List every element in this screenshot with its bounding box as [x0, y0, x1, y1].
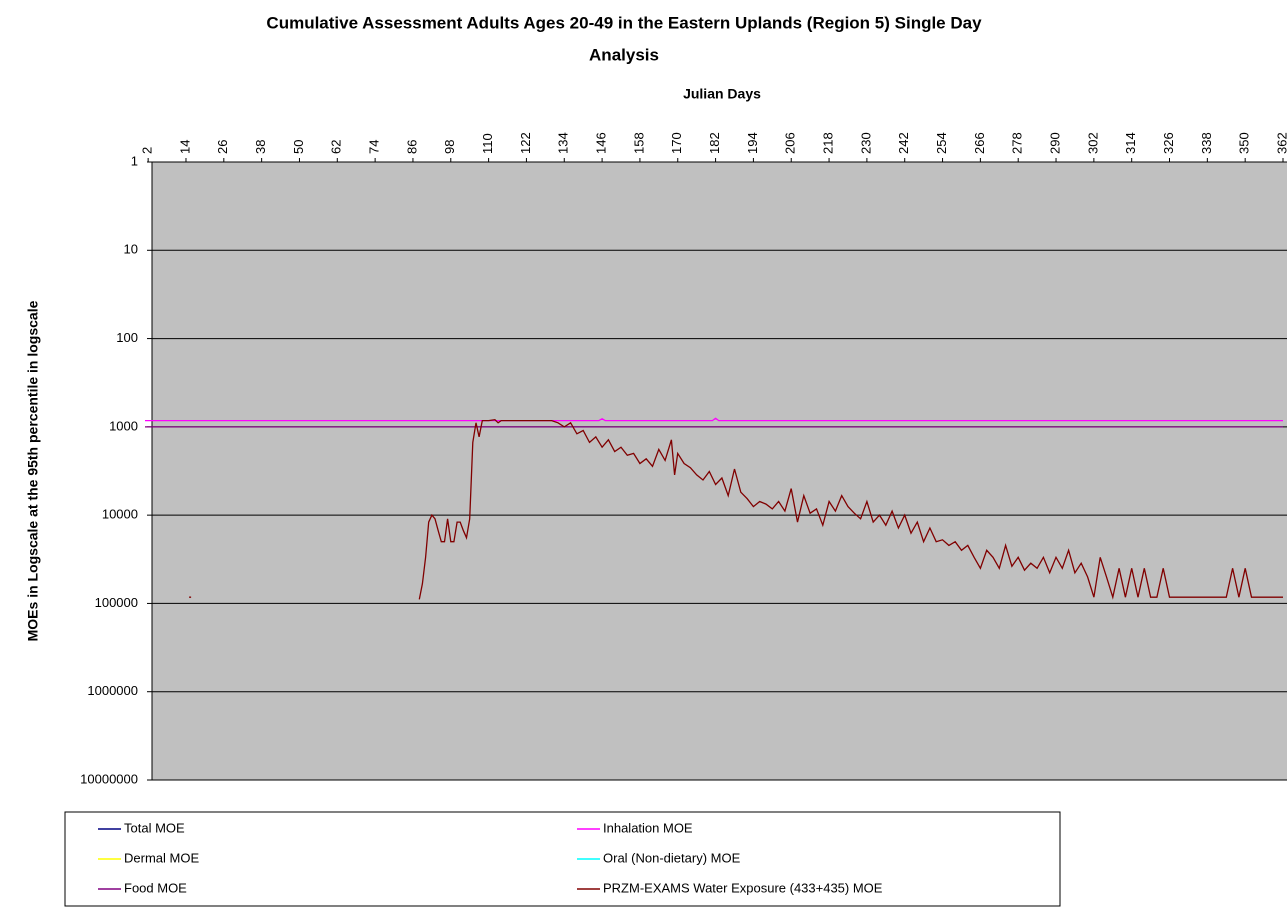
chart-title: Cumulative Assessment Adults Ages 20-49 … — [266, 13, 982, 32]
y-tick-label: 10000 — [102, 507, 138, 522]
y-tick-label: 10 — [124, 242, 138, 257]
x-tick-label: 98 — [442, 140, 457, 154]
x-tick-label: 290 — [1047, 132, 1062, 154]
y-tick-label: 1 — [131, 153, 138, 168]
series-line — [189, 419, 1283, 600]
y-tick-label: 100 — [116, 330, 138, 345]
x-tick-label: 206 — [783, 132, 798, 154]
legend-label: PRZM-EXAMS Water Exposure (433+435) MOE — [603, 880, 883, 895]
x-tick-label: 218 — [820, 132, 835, 154]
x-tick-label: 26 — [215, 140, 230, 154]
x-tick-label: 170 — [669, 132, 684, 154]
y-axis-label: MOEs in Logscale at the 95th percentile … — [25, 300, 41, 641]
x-tick-label: 74 — [367, 140, 382, 154]
x-tick-label: 194 — [745, 132, 760, 154]
x-tick-label: 182 — [707, 132, 722, 154]
x-tick-label: 302 — [1085, 132, 1100, 154]
x-tick-label: 146 — [594, 132, 609, 154]
x-tick-label: 254 — [934, 132, 949, 154]
x-tick-label: 326 — [1161, 132, 1176, 154]
chart-title-line2: Analysis — [589, 45, 659, 64]
x-tick-label: 278 — [1010, 132, 1025, 154]
x-tick-label: 314 — [1123, 132, 1138, 154]
x-tick-label: 2 — [140, 147, 155, 154]
x-tick-label: 110 — [480, 133, 495, 154]
x-tick-label: 362 — [1274, 132, 1287, 154]
x-tick-label: 38 — [253, 140, 268, 154]
x-tick-label: 122 — [518, 132, 533, 154]
y-tick-label: 100000 — [95, 595, 138, 610]
x-tick-label: 158 — [631, 132, 646, 154]
x-tick-label: 62 — [329, 140, 344, 154]
x-tick-label: 266 — [972, 132, 987, 154]
series-line — [145, 417, 1283, 422]
x-tick-label: 242 — [896, 132, 911, 154]
x-tick-label: 14 — [177, 140, 192, 154]
x-tick-label: 230 — [858, 132, 873, 154]
legend-label: Total MOE — [124, 820, 185, 835]
plot-area — [152, 162, 1287, 780]
y-tick-label: 1000000 — [87, 683, 138, 698]
x-tick-label: 50 — [291, 140, 306, 154]
y-tick-label: 1000 — [109, 418, 138, 433]
legend-label: Dermal MOE — [124, 850, 199, 865]
x-axis-label: Julian Days — [683, 86, 761, 102]
x-tick-label: 86 — [404, 140, 419, 154]
x-tick-label: 338 — [1199, 132, 1214, 154]
x-tick-label: 350 — [1237, 132, 1252, 154]
legend — [64, 811, 1061, 907]
legend-label: Food MOE — [124, 880, 187, 895]
x-tick-label: 134 — [556, 132, 571, 154]
y-tick-label: 10000000 — [80, 771, 138, 786]
legend-label: Oral (Non-dietary) MOE — [603, 850, 741, 865]
legend-label: Inhalation MOE — [603, 820, 693, 835]
